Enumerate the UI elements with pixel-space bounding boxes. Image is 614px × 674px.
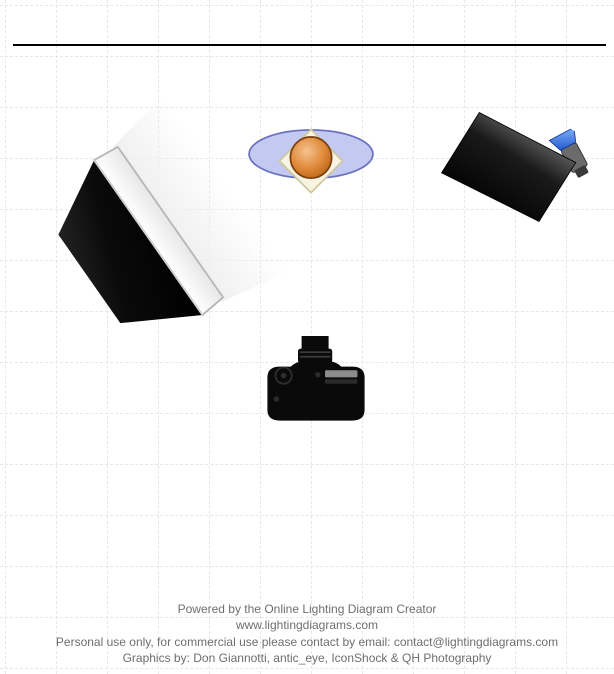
backdrop-line bbox=[13, 44, 606, 46]
footer-line-4: Graphics by: Don Giannotti, antic_eye, I… bbox=[0, 650, 614, 666]
footer-line-2: www.lightingdiagrams.com bbox=[0, 617, 614, 633]
subject-person bbox=[237, 118, 385, 204]
footer-attribution: Powered by the Online Lighting Diagram C… bbox=[0, 601, 614, 666]
camera-dslr bbox=[262, 335, 370, 427]
diagram-canvas: Powered by the Online Lighting Diagram C… bbox=[0, 0, 614, 674]
footer-line-3: Personal use only, for commercial use pl… bbox=[0, 634, 614, 650]
flag-with-strobe bbox=[420, 77, 614, 272]
footer-line-1: Powered by the Online Lighting Diagram C… bbox=[0, 601, 614, 617]
